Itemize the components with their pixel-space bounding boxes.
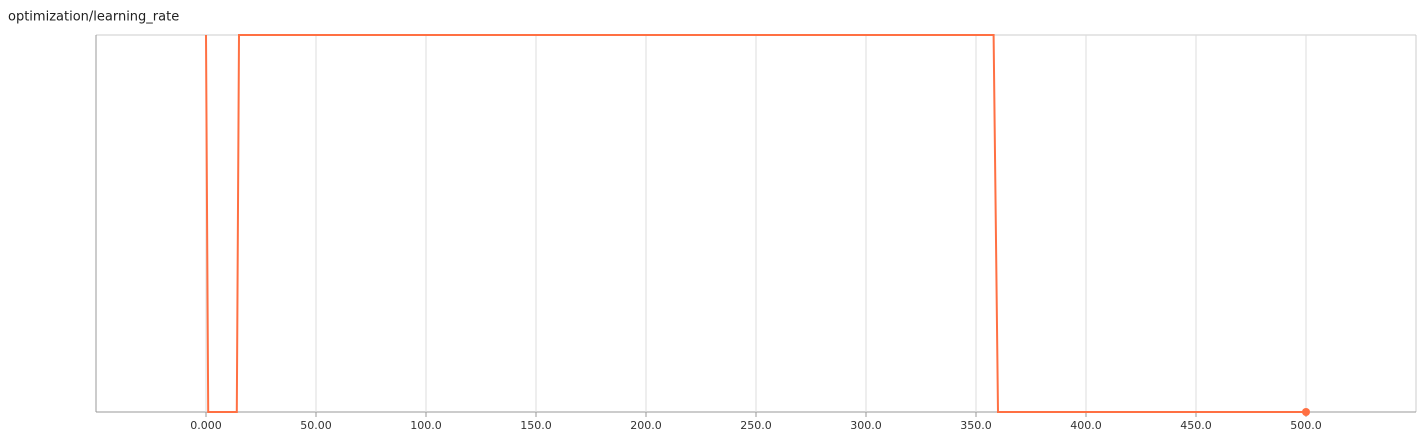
x-tick-label: 150.0 xyxy=(520,419,552,432)
x-tick-label: 400.0 xyxy=(1070,419,1102,432)
x-tick-label: 200.0 xyxy=(630,419,662,432)
series-line xyxy=(205,34,1306,413)
end-point xyxy=(1302,408,1310,416)
x-tick-label: 500.0 xyxy=(1290,419,1322,432)
x-tick-label: 100.0 xyxy=(410,419,442,432)
chart-title: optimization/learning_rate xyxy=(8,10,179,25)
x-tick-label: 300.0 xyxy=(850,419,882,432)
x-tick-label: 350.0 xyxy=(960,419,992,432)
x-tick-label: 0.000 xyxy=(190,419,222,432)
x-tick-label: 50.00 xyxy=(300,419,332,432)
x-tick-label: 250.0 xyxy=(740,419,772,432)
x-tick-label: 450.0 xyxy=(1180,419,1212,432)
